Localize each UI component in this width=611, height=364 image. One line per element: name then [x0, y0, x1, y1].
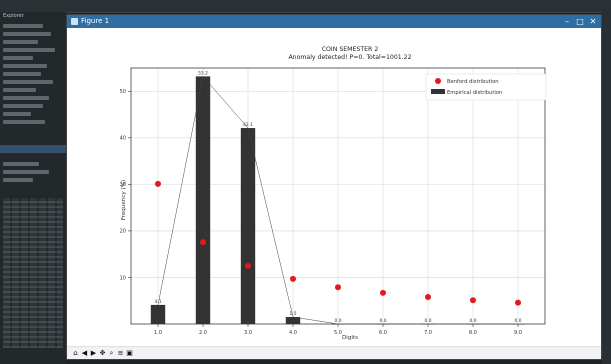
benford-point — [155, 180, 161, 187]
bar-value-label: 1.5 — [290, 311, 297, 317]
ide-sidebar-selected-row[interactable] — [0, 145, 66, 153]
y-tick-label: 20 — [120, 229, 126, 235]
x-tick-label: 1.0 — [154, 330, 162, 336]
ide-right-panel — [602, 12, 611, 364]
ide-sidebar-row[interactable] — [3, 120, 45, 124]
ide-sidebar-row[interactable] — [3, 104, 43, 108]
x-tick-label: 4.0 — [289, 330, 297, 336]
bar-outline-line — [157, 75, 518, 325]
ide-sidebar: Explorer — [0, 12, 66, 364]
chart: 10 20 30 40 50 1.0 2.0 3.0 4.0 5.0 6.0 7.0 8.0 9.0 4.… — [120, 46, 547, 341]
legend-swatch-empirical — [431, 89, 445, 94]
legend-marker-benford — [435, 78, 441, 84]
ide-sidebar-row[interactable] — [3, 96, 49, 100]
home-button[interactable]: ⌂ — [73, 349, 78, 357]
legend: Benford distribution Empirical distribut… — [425, 73, 547, 101]
x-tick-label: 7.0 — [424, 330, 432, 336]
benford-point — [245, 262, 251, 269]
ide-sidebar-row[interactable] — [3, 162, 39, 166]
y-axis-label: Frequency (%) — [121, 180, 127, 220]
benford-point — [200, 239, 206, 246]
ide-sidebar-title: Explorer — [3, 13, 24, 19]
ide-sidebar-row[interactable] — [3, 80, 53, 84]
chart-title-line2: Anomaly detected! P=0. Total=1001.22 — [288, 54, 411, 61]
legend-label-benford: Benford distribution — [447, 79, 499, 85]
axes: 10 20 30 40 50 1.0 2.0 3.0 4.0 5.0 6.0 7.0 8.0 9.0 — [120, 67, 546, 336]
bar-value-label: 53.2 — [198, 70, 208, 76]
x-tick-label: 8.0 — [469, 330, 477, 336]
configure-button[interactable]: ≡ — [117, 349, 124, 357]
benford-points — [155, 180, 521, 306]
figure-window: Figure 1 – □ ✕ 10 20 30 40 50 1.0 2.0 3.0 4.0 5.0… — [66, 14, 602, 360]
y-tick-label: 40 — [120, 136, 126, 142]
bars — [150, 76, 526, 325]
benford-point — [470, 297, 476, 304]
ide-sidebar-row[interactable] — [3, 24, 43, 28]
bar-value-label: 42.1 — [243, 122, 253, 128]
save-button[interactable]: ▣ — [126, 349, 133, 357]
ide-sidebar-row[interactable] — [3, 56, 33, 60]
bar — [240, 128, 256, 324]
benford-point — [380, 289, 386, 296]
ide-sidebar-row[interactable] — [3, 40, 38, 44]
bar-value-label: 4.1 — [155, 299, 162, 305]
window-titlebar[interactable]: Figure 1 – □ ✕ — [67, 15, 601, 28]
chart-title-line1: COIN SEMESTER 2 — [322, 46, 379, 53]
bar-value-label: 0.0 — [425, 318, 432, 324]
benford-point — [290, 275, 296, 282]
bar-value-label: 0.0 — [515, 318, 522, 324]
y-tick-label: 50 — [120, 89, 126, 95]
ide-sidebar-row[interactable] — [3, 72, 41, 76]
bar — [150, 304, 166, 324]
legend-label-empirical: Empirical distribution — [447, 90, 502, 96]
y-tick-label: 30 — [120, 182, 126, 188]
window-title: Figure 1 — [81, 17, 110, 25]
back-button[interactable]: ◀ — [81, 349, 88, 357]
bar-value-label: 0.0 — [380, 318, 387, 324]
forward-button[interactable]: ▶ — [90, 349, 97, 357]
ide-sidebar-row[interactable] — [3, 48, 55, 52]
maximize-button[interactable]: □ — [576, 17, 584, 26]
y-tick-label: 10 — [120, 275, 126, 281]
ide-sidebar-row[interactable] — [3, 88, 36, 92]
ide-sidebar-row[interactable] — [3, 112, 31, 116]
benford-point — [515, 299, 521, 306]
benford-point — [425, 294, 431, 301]
legend-box — [425, 73, 547, 101]
app-icon — [71, 18, 78, 25]
ide-sidebar-row[interactable] — [3, 170, 49, 174]
x-tick-label: 9.0 — [514, 330, 522, 336]
ide-code-panel — [3, 198, 63, 348]
ide-sidebar-row[interactable] — [3, 64, 47, 68]
x-tick-label: 2.0 — [199, 330, 207, 336]
labels: 4.1 53.2 42.1 1.5 0.0 0.0 0.0 0.0 0.0 — [155, 70, 522, 324]
ide-sidebar-row[interactable] — [3, 178, 33, 182]
x-axis-label: Digits — [342, 335, 358, 341]
x-tick-label: 5.0 — [334, 330, 342, 336]
zoom-button[interactable]: ⌕ — [109, 349, 114, 357]
close-button[interactable]: ✕ — [589, 17, 597, 26]
grid — [131, 68, 545, 324]
benford-point — [335, 284, 341, 291]
ide-sidebar-row[interactable] — [3, 32, 51, 36]
figure-toolbar: ⌂ ◀ ▶ ✥ ⌕ ≡ ▣ — [67, 346, 601, 359]
bar-value-label: 0.0 — [470, 318, 477, 324]
x-tick-label: 3.0 — [244, 330, 252, 336]
bar — [195, 76, 211, 325]
minimize-button[interactable]: – — [565, 17, 569, 26]
bar-value-label: 0.0 — [335, 318, 342, 324]
x-tick-label: 6.0 — [379, 330, 387, 336]
empirical-line — [157, 75, 518, 325]
bar — [285, 317, 301, 324]
ide-top-bar — [0, 0, 611, 13]
pan-button[interactable]: ✥ — [99, 349, 106, 357]
